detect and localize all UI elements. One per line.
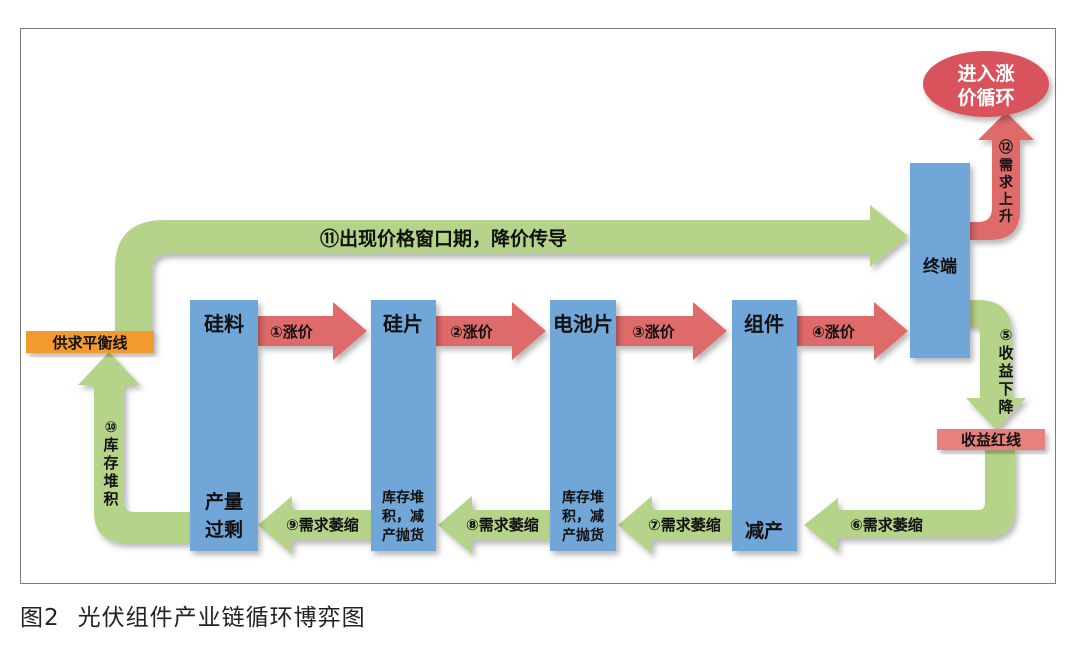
step3-arrow [616,302,727,360]
step2-arrow [436,302,546,360]
stage-cell-note-3: 产抛货 [562,527,604,544]
stage-silicon-note-1: 产量 [205,490,243,513]
step9-arrow [258,496,371,554]
terminal-box [910,163,970,358]
stage-cell-note-1: 库存堆 [562,489,604,506]
svg-text:求: 求 [999,174,1014,191]
stage-module-note: 减产 [745,519,783,542]
svg-text:下: 下 [998,380,1013,398]
step9-label: ⑨需求萎缩 [286,516,359,534]
svg-text:益: 益 [998,362,1013,380]
step1-label: ①涨价 [270,323,314,341]
stage-cell-box [550,300,616,551]
svg-text:堆: 堆 [103,472,118,490]
top-return-arrow [115,205,908,335]
step10-label: ⑩ 库 存 堆 积 [103,418,118,508]
step5-arrow [965,300,1026,430]
supply-demand-label: 供求平衡线 [51,334,127,352]
stage-wafer-title: 硅片 [383,312,423,336]
stage-wafer-note-3: 产抛货 [382,527,424,544]
top-arrow-label: ⑪出现价格窗口期，降价传导 [320,227,567,250]
stage-module-box [732,300,797,551]
stage-silicon-title: 硅料 [204,312,244,336]
step7-label: ⑦需求萎缩 [648,516,721,534]
step1-arrow [258,302,367,360]
stage-wafer-note-1: 库存堆 [382,489,424,506]
svg-text:收: 收 [998,344,1013,362]
terminal-label: 终端 [923,256,957,277]
figure-title: 光伏组件产业链循环博弈图 [77,605,366,631]
stage-wafer-box [371,300,436,551]
step8-arrow [438,496,550,554]
svg-text:存: 存 [103,454,118,472]
step4-arrow [797,302,908,360]
svg-text:积: 积 [103,490,118,508]
figure-caption: 图2 光伏组件产业链循环博弈图 [20,598,366,632]
svg-text:降: 降 [998,398,1014,416]
profit-line-label: 收益红线 [961,431,1021,449]
step8-label: ⑧需求萎缩 [466,516,539,534]
svg-text:⑫: ⑫ [999,139,1013,156]
stage-wafer-note-2: 积，减 [382,508,424,525]
stage-cell-title: 电池片 [553,312,613,336]
price-cycle-line1: 进入涨 [957,63,1014,85]
step10-arrow [78,352,190,543]
step2-label: ②涨价 [450,323,494,341]
figure-number: 图2 [20,605,60,631]
supply-demand-bar [26,331,154,353]
step12-label: ⑫ 需 求 上 升 [999,139,1014,225]
price-cycle-ellipse [923,51,1049,117]
stage-silicon-box [190,300,258,551]
svg-text:⑤: ⑤ [1000,326,1013,344]
svg-text:需: 需 [999,157,1013,174]
stage-cell-note-2: 积，减 [562,508,604,525]
step6-label: ⑥需求萎缩 [850,516,923,534]
step7-arrow [618,496,732,554]
profit-line-bar [937,429,1045,450]
svg-text:升: 升 [999,208,1013,225]
step12-arrow [970,112,1034,240]
stage-module-title: 组件 [744,312,784,336]
step3-label: ③涨价 [632,323,676,341]
stage-silicon-note-2: 过剩 [205,519,243,541]
svg-text:上: 上 [999,192,1013,208]
price-cycle-line2: 价循环 [957,86,1014,109]
step6-arrow [804,448,1015,552]
step4-label: ④涨价 [812,323,856,341]
step5-label: ⑤ 收 益 下 降 [998,326,1014,416]
svg-text:⑩: ⑩ [105,418,118,436]
svg-text:库: 库 [103,436,118,454]
